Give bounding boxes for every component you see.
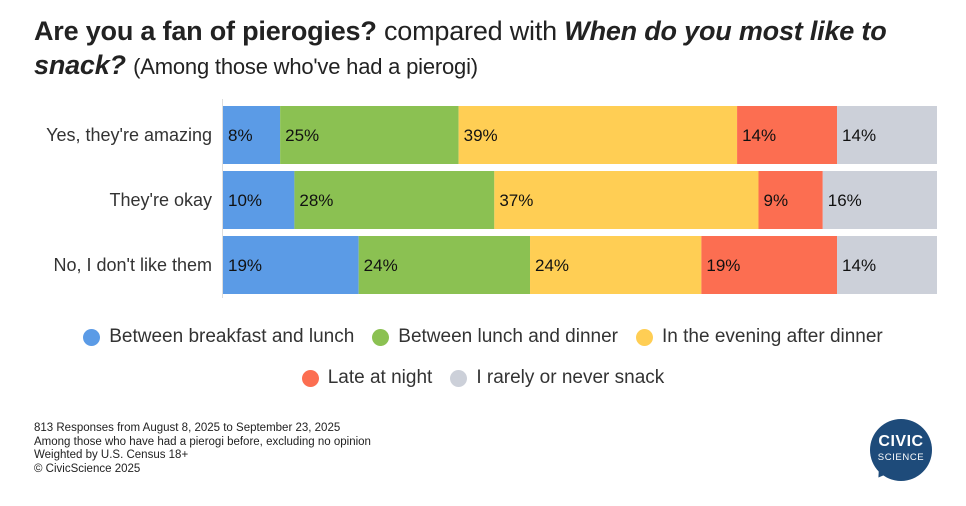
legend-item: Between breakfast and lunch (83, 326, 354, 348)
legend-label: In the evening after dinner (662, 326, 883, 347)
bar-segment (494, 171, 759, 229)
bar-data-label: 14% (742, 126, 776, 145)
title-population: (Among those who've had a pierogi) (133, 54, 478, 79)
legend-swatch (372, 328, 390, 346)
title-question-1: Are you a fan of pierogies? (34, 16, 377, 46)
bar-data-label: 24% (364, 256, 398, 275)
logo-text-civic: CIVIC (878, 433, 924, 450)
category-label: Yes, they're amazing (46, 125, 212, 145)
bar-data-label: 37% (499, 191, 533, 210)
bar-data-label: 39% (464, 126, 498, 145)
legend-swatch (636, 328, 653, 346)
bar-segment (530, 236, 702, 294)
legend-swatch (301, 369, 319, 387)
bar-segment (223, 171, 295, 229)
bar-segment (294, 171, 495, 229)
bar-data-label: 10% (228, 191, 262, 210)
footnote-line: 813 Responses from August 8, 2025 to Sep… (34, 422, 341, 434)
legend-item: Late at night (301, 367, 433, 389)
bar-segment (837, 106, 937, 164)
bar-data-label: 14% (842, 256, 876, 275)
bar-data-label: 8% (228, 126, 253, 145)
bar-segment (758, 171, 823, 229)
bar-segment (737, 106, 838, 164)
legend-item: In the evening after dinner (636, 326, 883, 348)
footnotes: 813 Responses from August 8, 2025 to Sep… (34, 422, 371, 476)
logo-text-science: SCIENCE (877, 452, 925, 463)
legend-item: I rarely or never snack (450, 367, 664, 389)
stacked-bar-chart: Yes, they're amazing They're okay No, I do… (46, 99, 937, 298)
bar-segment (223, 236, 359, 294)
bar-data-label: 28% (299, 191, 333, 210)
bar-data-label: 24% (535, 256, 569, 275)
bar-data-label: 9% (764, 191, 789, 210)
title-question-2: When do you most like to snack? (34, 16, 887, 80)
category-label: No, I don't like them (53, 255, 212, 275)
chart-title: Are you a fan of pierogies? compared wit… (34, 14, 934, 84)
bar-segment (458, 106, 738, 164)
bar-segment (822, 171, 937, 229)
legend-row: Between breakfast and lunch Between lunch… (20, 322, 946, 352)
bar-segment (701, 236, 838, 294)
legend-item: Between lunch and dinner (372, 326, 618, 348)
legend-row: Late at night I rarely or never snack (20, 363, 946, 393)
legend-swatch (83, 328, 101, 346)
bar-data-label: 16% (828, 191, 862, 210)
category-label: They're okay (110, 190, 212, 210)
legend-label: Late at night (327, 367, 433, 388)
legend-label: I rarely or never snack (476, 367, 665, 388)
bar-segment (223, 106, 281, 164)
footnote-line: Weighted by U.S. Census 18+ (34, 449, 189, 461)
bar-data-label: 19% (706, 256, 740, 275)
bar-segment (358, 236, 531, 294)
bar-data-label: 14% (842, 126, 876, 145)
civicscience-logo: CIVIC SCIENCE (870, 419, 936, 485)
legend-swatch (450, 369, 468, 387)
legend-label: Between lunch and dinner (398, 326, 618, 347)
bar-segment (837, 236, 937, 294)
bar-data-label: 25% (285, 126, 319, 145)
title-compared-with: compared with (383, 16, 557, 46)
legend: Between breakfast and lunch Between lunch… (20, 322, 946, 404)
footnote-line: © CivicScience 2025 (34, 462, 141, 475)
bar-segment (280, 106, 459, 164)
bar-data-label: 19% (228, 256, 262, 275)
legend-label: Between breakfast and lunch (109, 326, 355, 347)
footnote-line: Among those who have had a pierogi befor… (34, 435, 371, 448)
